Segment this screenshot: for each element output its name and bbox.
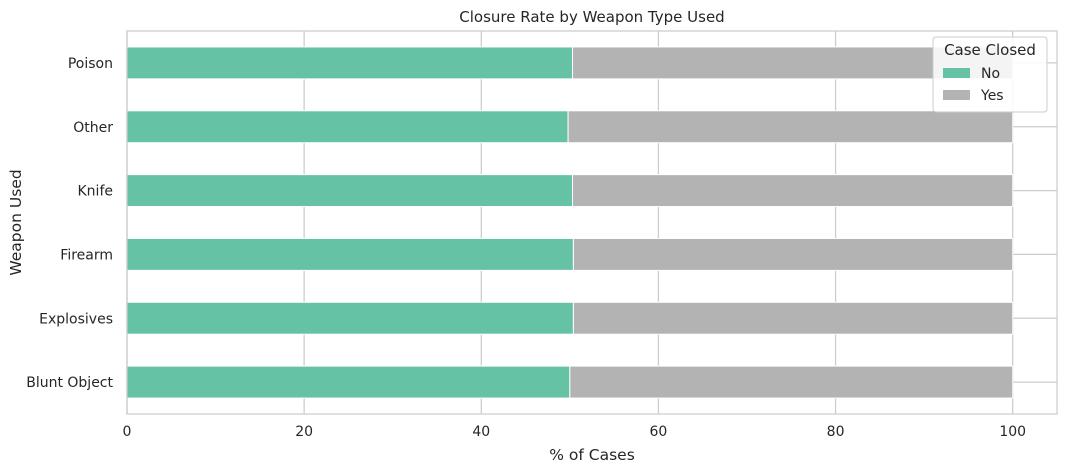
bar-no-knife xyxy=(126,174,574,208)
bar-no-other xyxy=(126,110,569,144)
legend-items: No Yes xyxy=(943,66,1004,104)
bar-yes-blunt-object xyxy=(569,365,1014,399)
bar-yes-explosives xyxy=(572,301,1014,335)
chart-title: Closure Rate by Weapon Type Used xyxy=(459,8,724,26)
legend: Case Closed No Yes xyxy=(932,36,1048,113)
bars xyxy=(126,46,1014,399)
y-tick-label: Knife xyxy=(78,184,114,200)
x-tick-label: 20 xyxy=(295,424,313,440)
y-axis-label: Weapon Used xyxy=(7,169,25,275)
x-tick-label: 0 xyxy=(123,424,132,440)
x-tick-label: 80 xyxy=(827,424,845,440)
x-axis-label: % of Cases xyxy=(549,446,635,464)
y-tick-label: Other xyxy=(73,120,113,136)
plot-frame xyxy=(126,30,1058,415)
bar-yes-firearm xyxy=(572,237,1014,271)
bar-no-poison xyxy=(126,46,574,80)
grid-lines xyxy=(126,31,1057,414)
x-tick-label: 40 xyxy=(472,424,490,440)
bar-no-explosives xyxy=(126,301,574,335)
legend-swatch-yes xyxy=(943,90,970,100)
legend-label-yes: Yes xyxy=(980,88,1004,104)
legend-title: Case Closed xyxy=(944,41,1036,59)
legend-label-no: No xyxy=(981,66,1000,82)
bar-yes-other xyxy=(567,110,1014,144)
y-tick-label: Poison xyxy=(68,56,113,72)
bar-yes-knife xyxy=(572,174,1014,208)
bar-no-blunt-object xyxy=(126,365,571,399)
legend-swatch-no xyxy=(943,68,970,78)
y-tick-label: Firearm xyxy=(60,247,113,263)
y-tick-label: Blunt Object xyxy=(26,375,113,391)
x-tick-label: 60 xyxy=(650,424,668,440)
bar-no-firearm xyxy=(126,237,574,271)
x-tick-label: 100 xyxy=(999,424,1026,440)
x-tick-labels: 0 20 40 60 80 100 xyxy=(123,424,1027,440)
y-tick-labels: Blunt Object Explosives Firearm Knife Other P… xyxy=(26,56,113,391)
y-tick-label: Explosives xyxy=(39,311,113,327)
